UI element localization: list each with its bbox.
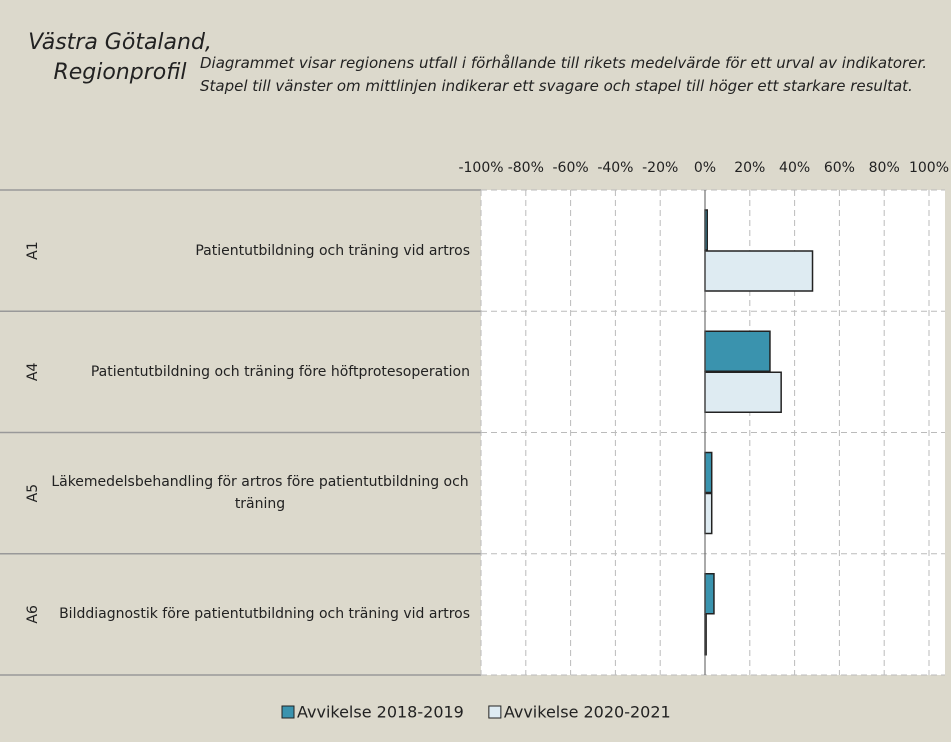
category-label: Patientutbildning och träning vid artros: [40, 190, 470, 311]
legend-swatch: [281, 705, 295, 719]
bar: [704, 330, 771, 372]
x-tick-label: -20%: [642, 160, 678, 176]
category-label: Patientutbildning och träning före höftp…: [40, 311, 470, 432]
legend-label: Avvikelse 2020-2021: [504, 703, 671, 722]
bar: [704, 492, 713, 535]
category-code: A4: [25, 363, 41, 382]
category-code: A5: [25, 484, 41, 502]
x-tick-label: 100%: [909, 160, 949, 176]
bar: [704, 371, 782, 413]
category-text: Patientutbildning och träning vid artros: [195, 242, 470, 259]
x-tick-label: 80%: [869, 160, 900, 176]
category-text: Läkemedelsbehandling för artros före pat…: [51, 474, 469, 513]
x-tick-label: -60%: [553, 160, 589, 176]
bar: [704, 250, 814, 292]
category-label: Läkemedelsbehandling för artros före pat…: [40, 433, 470, 554]
category-label: Bilddiagnostik före patientutbildning oc…: [40, 554, 470, 675]
x-tick-label: 60%: [824, 160, 855, 176]
chart-subtitle: Diagrammet visar regionens utfall i förh…: [200, 54, 928, 95]
bar: [704, 573, 715, 615]
legend-swatch: [488, 705, 502, 719]
x-tick-label: -100%: [458, 160, 503, 176]
category-text: Patientutbildning och träning före höftp…: [90, 363, 470, 380]
x-tick-label: -40%: [597, 160, 633, 176]
x-tick-label: 20%: [734, 160, 765, 176]
category-text: Bilddiagnostik före patientutbildning oc…: [59, 606, 470, 623]
x-tick-label: 40%: [779, 160, 810, 176]
category-code: A1: [25, 241, 41, 259]
bar: [704, 451, 713, 494]
legend-label: Avvikelse 2018-2019: [297, 703, 464, 722]
chart-title: Västra Götaland, Regionprofil: [28, 30, 212, 85]
x-tick-label: -80%: [508, 160, 544, 176]
category-code: A6: [25, 605, 41, 624]
x-tick-label: 0%: [694, 160, 716, 176]
